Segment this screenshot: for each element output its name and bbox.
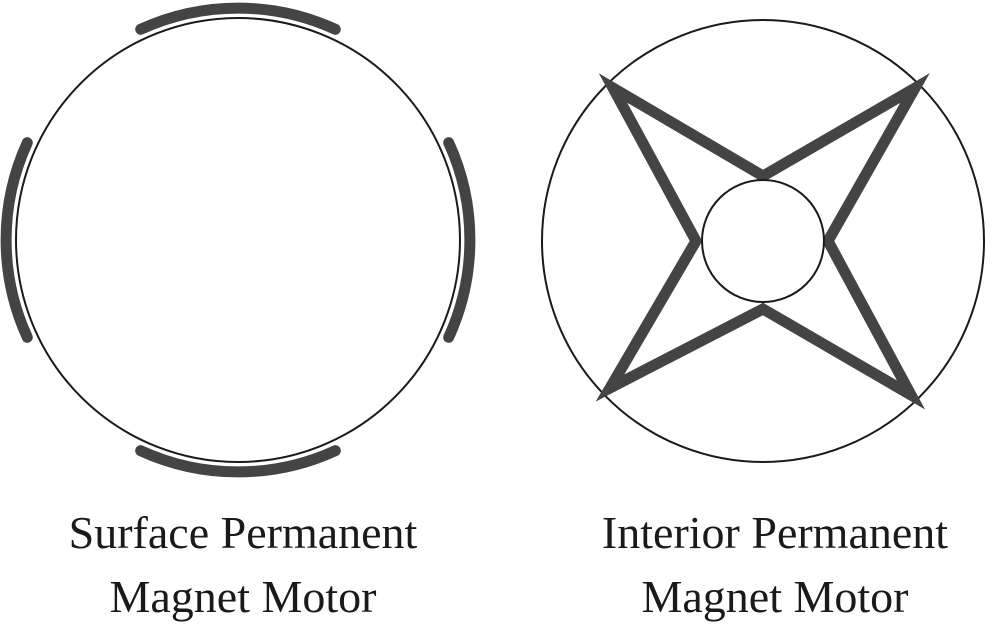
interior-caption-line2: Magnet Motor [641,571,908,622]
surface-pm-motor: Surface Permanent Magnet Motor [0,2,476,622]
surface-magnet-right [443,137,476,343]
interior-pm-motor: Interior Permanent Magnet Motor [541,19,985,622]
surface-magnet-top [135,2,341,35]
interior-rotor-circle [541,19,985,463]
interior-shaft-circle [701,179,825,303]
surface-caption-line2: Magnet Motor [109,571,376,622]
surface-magnet-bottom [135,445,341,478]
surface-caption-line1: Surface Permanent [69,507,418,558]
surface-magnet-left [0,137,33,343]
interior-magnet-star [595,73,930,410]
surface-rotor-circle [15,17,461,463]
interior-caption-line1: Interior Permanent [602,507,948,558]
